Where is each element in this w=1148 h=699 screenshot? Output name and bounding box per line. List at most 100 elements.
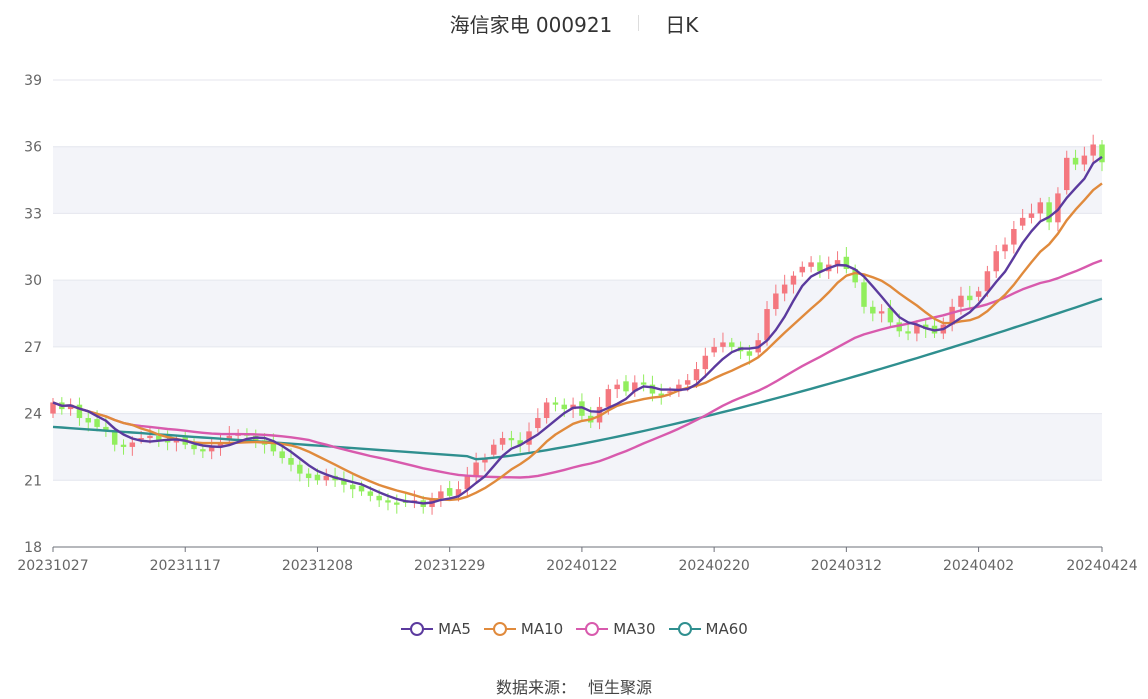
candle-body	[85, 418, 91, 423]
candle-body	[799, 266, 806, 273]
candle-body	[200, 449, 206, 452]
candle-body	[658, 393, 664, 396]
legend-label: MA5	[438, 620, 471, 638]
x-tick-label: 20231117	[150, 558, 221, 574]
candle-body	[773, 293, 779, 310]
candle-body	[1099, 144, 1105, 163]
candle-body	[684, 380, 691, 385]
plot-band	[53, 413, 1102, 481]
candle-body	[314, 474, 321, 481]
candle-body	[341, 480, 347, 485]
legend: MA5 MA10 MA30 MA60	[0, 620, 1148, 638]
source-value: 恒生聚源	[588, 678, 653, 697]
legend-item-ma30[interactable]: MA30	[575, 620, 656, 638]
candle-body	[438, 491, 444, 499]
candle-body	[156, 435, 162, 441]
candle-body	[614, 384, 620, 390]
candle-body	[491, 444, 497, 455]
y-tick-label: 21	[24, 473, 42, 489]
candle-body	[781, 284, 788, 294]
period-label: 日K	[665, 12, 699, 37]
candle-body	[667, 391, 673, 393]
candle-body	[852, 269, 858, 283]
candle-body	[949, 306, 955, 325]
candle-body	[217, 442, 224, 447]
candle-body	[129, 442, 136, 447]
candle-body	[482, 458, 488, 463]
candle-body	[1046, 202, 1052, 223]
candle-body	[164, 440, 171, 443]
legend-item-ma5[interactable]: MA5	[400, 620, 471, 638]
candle-body	[984, 271, 991, 292]
legend-marker	[401, 622, 434, 636]
y-tick-label: 39	[24, 73, 42, 89]
candle-body	[297, 464, 303, 474]
candle-body	[975, 291, 982, 297]
series-ma10-line	[52, 182, 1103, 502]
candle-body	[958, 295, 964, 307]
candle-body	[349, 484, 356, 490]
candle-body	[632, 382, 638, 392]
candle-body	[561, 404, 568, 410]
series-ma60-line	[52, 297, 1103, 461]
y-tick-label: 36	[24, 140, 42, 156]
candle-body	[817, 262, 823, 272]
candle-body	[385, 500, 391, 503]
candle-body	[270, 441, 277, 452]
candle-body	[702, 355, 709, 370]
candle-body	[1081, 155, 1088, 165]
candle-body	[526, 431, 532, 445]
x-tick-label: 20231027	[17, 558, 88, 574]
candle-body	[464, 475, 471, 490]
candle-body	[508, 438, 515, 441]
legend-marker	[668, 622, 701, 636]
candle-body	[764, 309, 770, 341]
candle-body	[1019, 217, 1026, 226]
candle-body	[746, 351, 753, 356]
candle-body	[367, 491, 374, 496]
legend-marker	[576, 622, 609, 636]
candle-body	[103, 426, 109, 432]
candle-body	[808, 262, 814, 267]
data-source: 数据来源： 恒生聚源	[0, 674, 1148, 698]
candle-body	[543, 402, 550, 419]
candle-body	[834, 260, 841, 265]
candle-body	[94, 419, 100, 427]
candle-body	[1064, 157, 1070, 191]
candle-body	[226, 435, 233, 440]
candle-body	[323, 475, 330, 481]
candle-body	[870, 306, 876, 314]
x-tick-label: 20240220	[679, 558, 750, 574]
candle-body	[111, 431, 118, 445]
candle-body	[208, 446, 215, 452]
candle-body	[552, 402, 559, 405]
y-tick-label: 27	[24, 340, 42, 356]
candle-body	[376, 495, 382, 501]
candle-body	[1028, 213, 1035, 218]
candle-body	[967, 295, 973, 301]
candle-body	[1072, 157, 1079, 165]
legend-item-ma10[interactable]: MA10	[483, 620, 563, 638]
series-ma5-line	[52, 155, 1103, 505]
candle-body	[120, 444, 127, 447]
candle-body	[861, 282, 867, 307]
candle-body	[138, 438, 144, 440]
candle-body	[676, 384, 682, 392]
candle-body	[499, 438, 506, 445]
candle-body	[1090, 144, 1096, 156]
candle-body	[305, 473, 312, 479]
legend-label: MA10	[520, 620, 564, 638]
y-tick-label: 24	[24, 407, 42, 423]
candle-body	[473, 462, 479, 476]
candle-body	[993, 251, 999, 272]
candle-body	[711, 346, 717, 353]
candle-body	[76, 404, 83, 419]
candle-body	[878, 311, 885, 314]
legend-item-ma60[interactable]: MA60	[668, 620, 748, 638]
candle-body	[50, 402, 56, 414]
title-separator	[638, 15, 640, 31]
candle-body	[605, 389, 612, 407]
x-tick-label: 20240122	[546, 558, 617, 574]
candle-body	[358, 485, 365, 492]
candle-body	[147, 435, 153, 439]
